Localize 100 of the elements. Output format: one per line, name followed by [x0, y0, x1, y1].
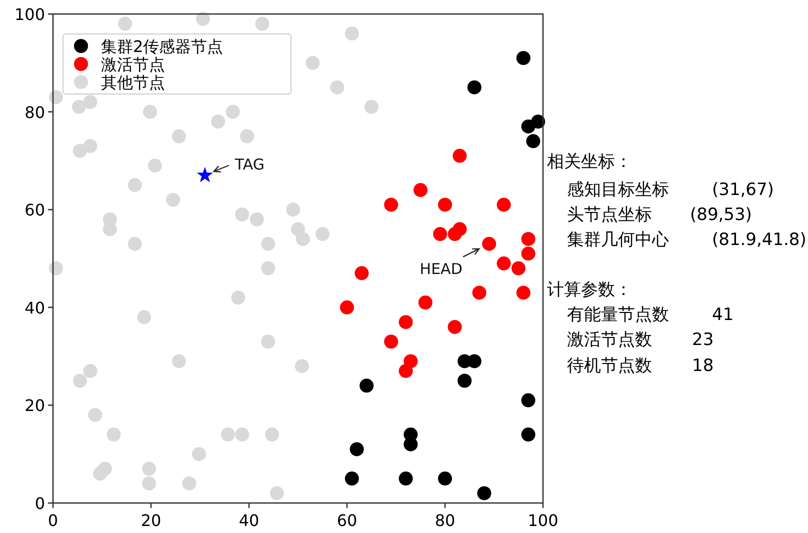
x-tick-label: 40 [238, 511, 260, 530]
point [128, 178, 142, 192]
x-tick-label: 60 [336, 511, 358, 530]
point [172, 354, 186, 368]
point [398, 472, 413, 486]
point [128, 236, 142, 251]
point [226, 104, 240, 119]
point [414, 183, 428, 198]
point [83, 95, 98, 110]
point [137, 310, 152, 324]
point [350, 442, 364, 456]
x-tick-label: 100 [528, 511, 558, 530]
point [143, 104, 158, 119]
annotation: HEAD [420, 260, 462, 278]
point [477, 486, 492, 500]
annotation: TAG [234, 155, 265, 174]
point [521, 232, 536, 246]
point [235, 428, 250, 442]
text: 有能量节点数 [567, 305, 669, 325]
y-tick-label: 0 [34, 494, 45, 513]
y-tick-label: 20 [24, 396, 45, 416]
point [384, 334, 398, 349]
point [255, 16, 270, 31]
point [148, 158, 162, 173]
point [142, 462, 156, 476]
point [192, 447, 206, 462]
point [261, 334, 276, 349]
y-tick-label: 80 [24, 102, 45, 122]
point [512, 261, 526, 276]
point [452, 148, 467, 163]
point [265, 428, 280, 442]
point [182, 476, 196, 490]
text: 感知目标坐标 [567, 180, 669, 200]
point [286, 202, 300, 217]
point [496, 256, 511, 270]
point [261, 236, 276, 251]
text: 41 [712, 305, 734, 325]
text: (89,53) [690, 205, 752, 225]
text: 集群几何中心 [567, 230, 669, 250]
point [398, 364, 413, 378]
point [438, 472, 452, 486]
point [250, 212, 264, 226]
point [344, 26, 359, 41]
point [360, 378, 374, 393]
point [521, 393, 536, 408]
point [48, 261, 63, 276]
point [496, 198, 511, 212]
point [102, 222, 117, 236]
y-tick-label: 60 [24, 200, 45, 220]
point [344, 472, 359, 486]
point [235, 207, 250, 222]
text: 相关坐标： [547, 152, 632, 172]
point [118, 16, 132, 31]
point [83, 364, 98, 378]
point [240, 129, 254, 144]
point [482, 236, 496, 251]
text: 计算参数： [547, 280, 632, 300]
point [72, 100, 86, 114]
legend-label: 集群2传感器节点 [101, 37, 224, 56]
point [531, 114, 546, 129]
point [438, 198, 452, 212]
point [88, 408, 102, 422]
point [398, 315, 413, 330]
x-tick-label: 20 [140, 511, 162, 530]
point [106, 428, 121, 442]
point [404, 437, 418, 452]
point [472, 286, 486, 300]
text: (31,67) [712, 180, 774, 200]
y-tick-label: 40 [24, 298, 45, 318]
point [306, 56, 320, 70]
point [418, 296, 432, 310]
point [384, 198, 398, 212]
point [316, 227, 330, 242]
point [261, 261, 276, 276]
point [526, 134, 540, 148]
text: 待机节点数 [567, 356, 652, 376]
point [196, 12, 210, 26]
text: (81.9,41.8) [712, 230, 806, 250]
point [142, 476, 156, 490]
point [48, 90, 63, 104]
point [340, 300, 354, 314]
point [448, 320, 462, 334]
text: 头节点坐标 [567, 205, 652, 225]
point [433, 227, 448, 242]
point [458, 374, 472, 388]
legend-label: 其他节点 [101, 73, 165, 92]
point [294, 359, 309, 374]
y-tick-label: 100 [14, 5, 45, 24]
point [516, 286, 530, 300]
point [270, 486, 284, 500]
point [354, 266, 369, 280]
point [211, 114, 226, 129]
x-tick-label: 0 [48, 511, 58, 530]
point [72, 144, 87, 158]
point [166, 192, 180, 207]
text: 激活节点数 [567, 330, 652, 350]
point [521, 428, 536, 442]
point [516, 51, 530, 66]
point [83, 139, 98, 154]
point [172, 129, 186, 144]
